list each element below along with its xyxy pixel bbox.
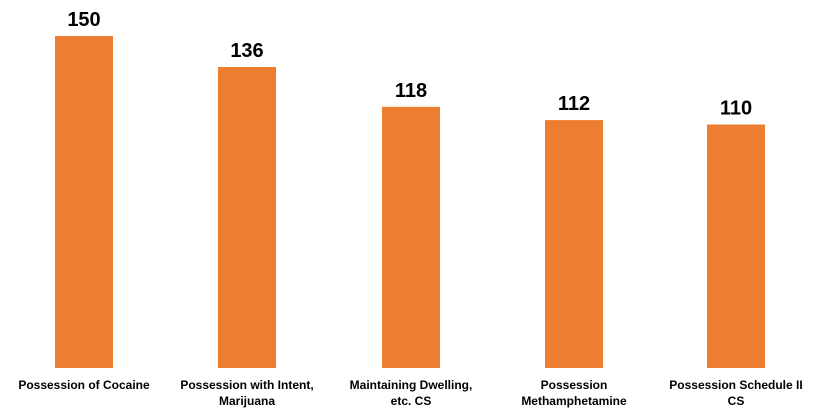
- bar-1: [55, 36, 113, 368]
- category-label-4-line-1: Possession: [541, 378, 608, 392]
- category-label-3-line-2: etc. CS: [391, 394, 432, 408]
- value-label-4: 112: [558, 93, 590, 115]
- category-label-5-line-2: CS: [728, 394, 745, 408]
- bars-layer: [55, 36, 765, 369]
- category-label-2-line-1: Possession with Intent,: [180, 378, 313, 392]
- value-labels-layer: 150 136 118 112 110: [67, 9, 752, 120]
- value-label-1: 150: [67, 9, 100, 31]
- value-label-3: 118: [395, 80, 427, 102]
- category-labels-layer: Possession of Cocaine Possession with Int…: [18, 378, 802, 408]
- category-label-3-line-1: Maintaining Dwelling,: [350, 378, 473, 392]
- bar-5: [707, 124, 765, 369]
- bar-2: [218, 66, 276, 368]
- category-label-2-line-2: Marijuana: [219, 394, 275, 408]
- value-label-2: 136: [230, 40, 263, 62]
- value-label-5: 110: [720, 98, 752, 120]
- bar-3: [382, 106, 440, 369]
- category-label-5-line-1: Possession Schedule II: [669, 378, 802, 392]
- category-label-1-line-1: Possession of Cocaine: [18, 378, 150, 392]
- bar-4: [545, 120, 603, 369]
- category-label-4-line-2: Methamphetamine: [521, 394, 627, 408]
